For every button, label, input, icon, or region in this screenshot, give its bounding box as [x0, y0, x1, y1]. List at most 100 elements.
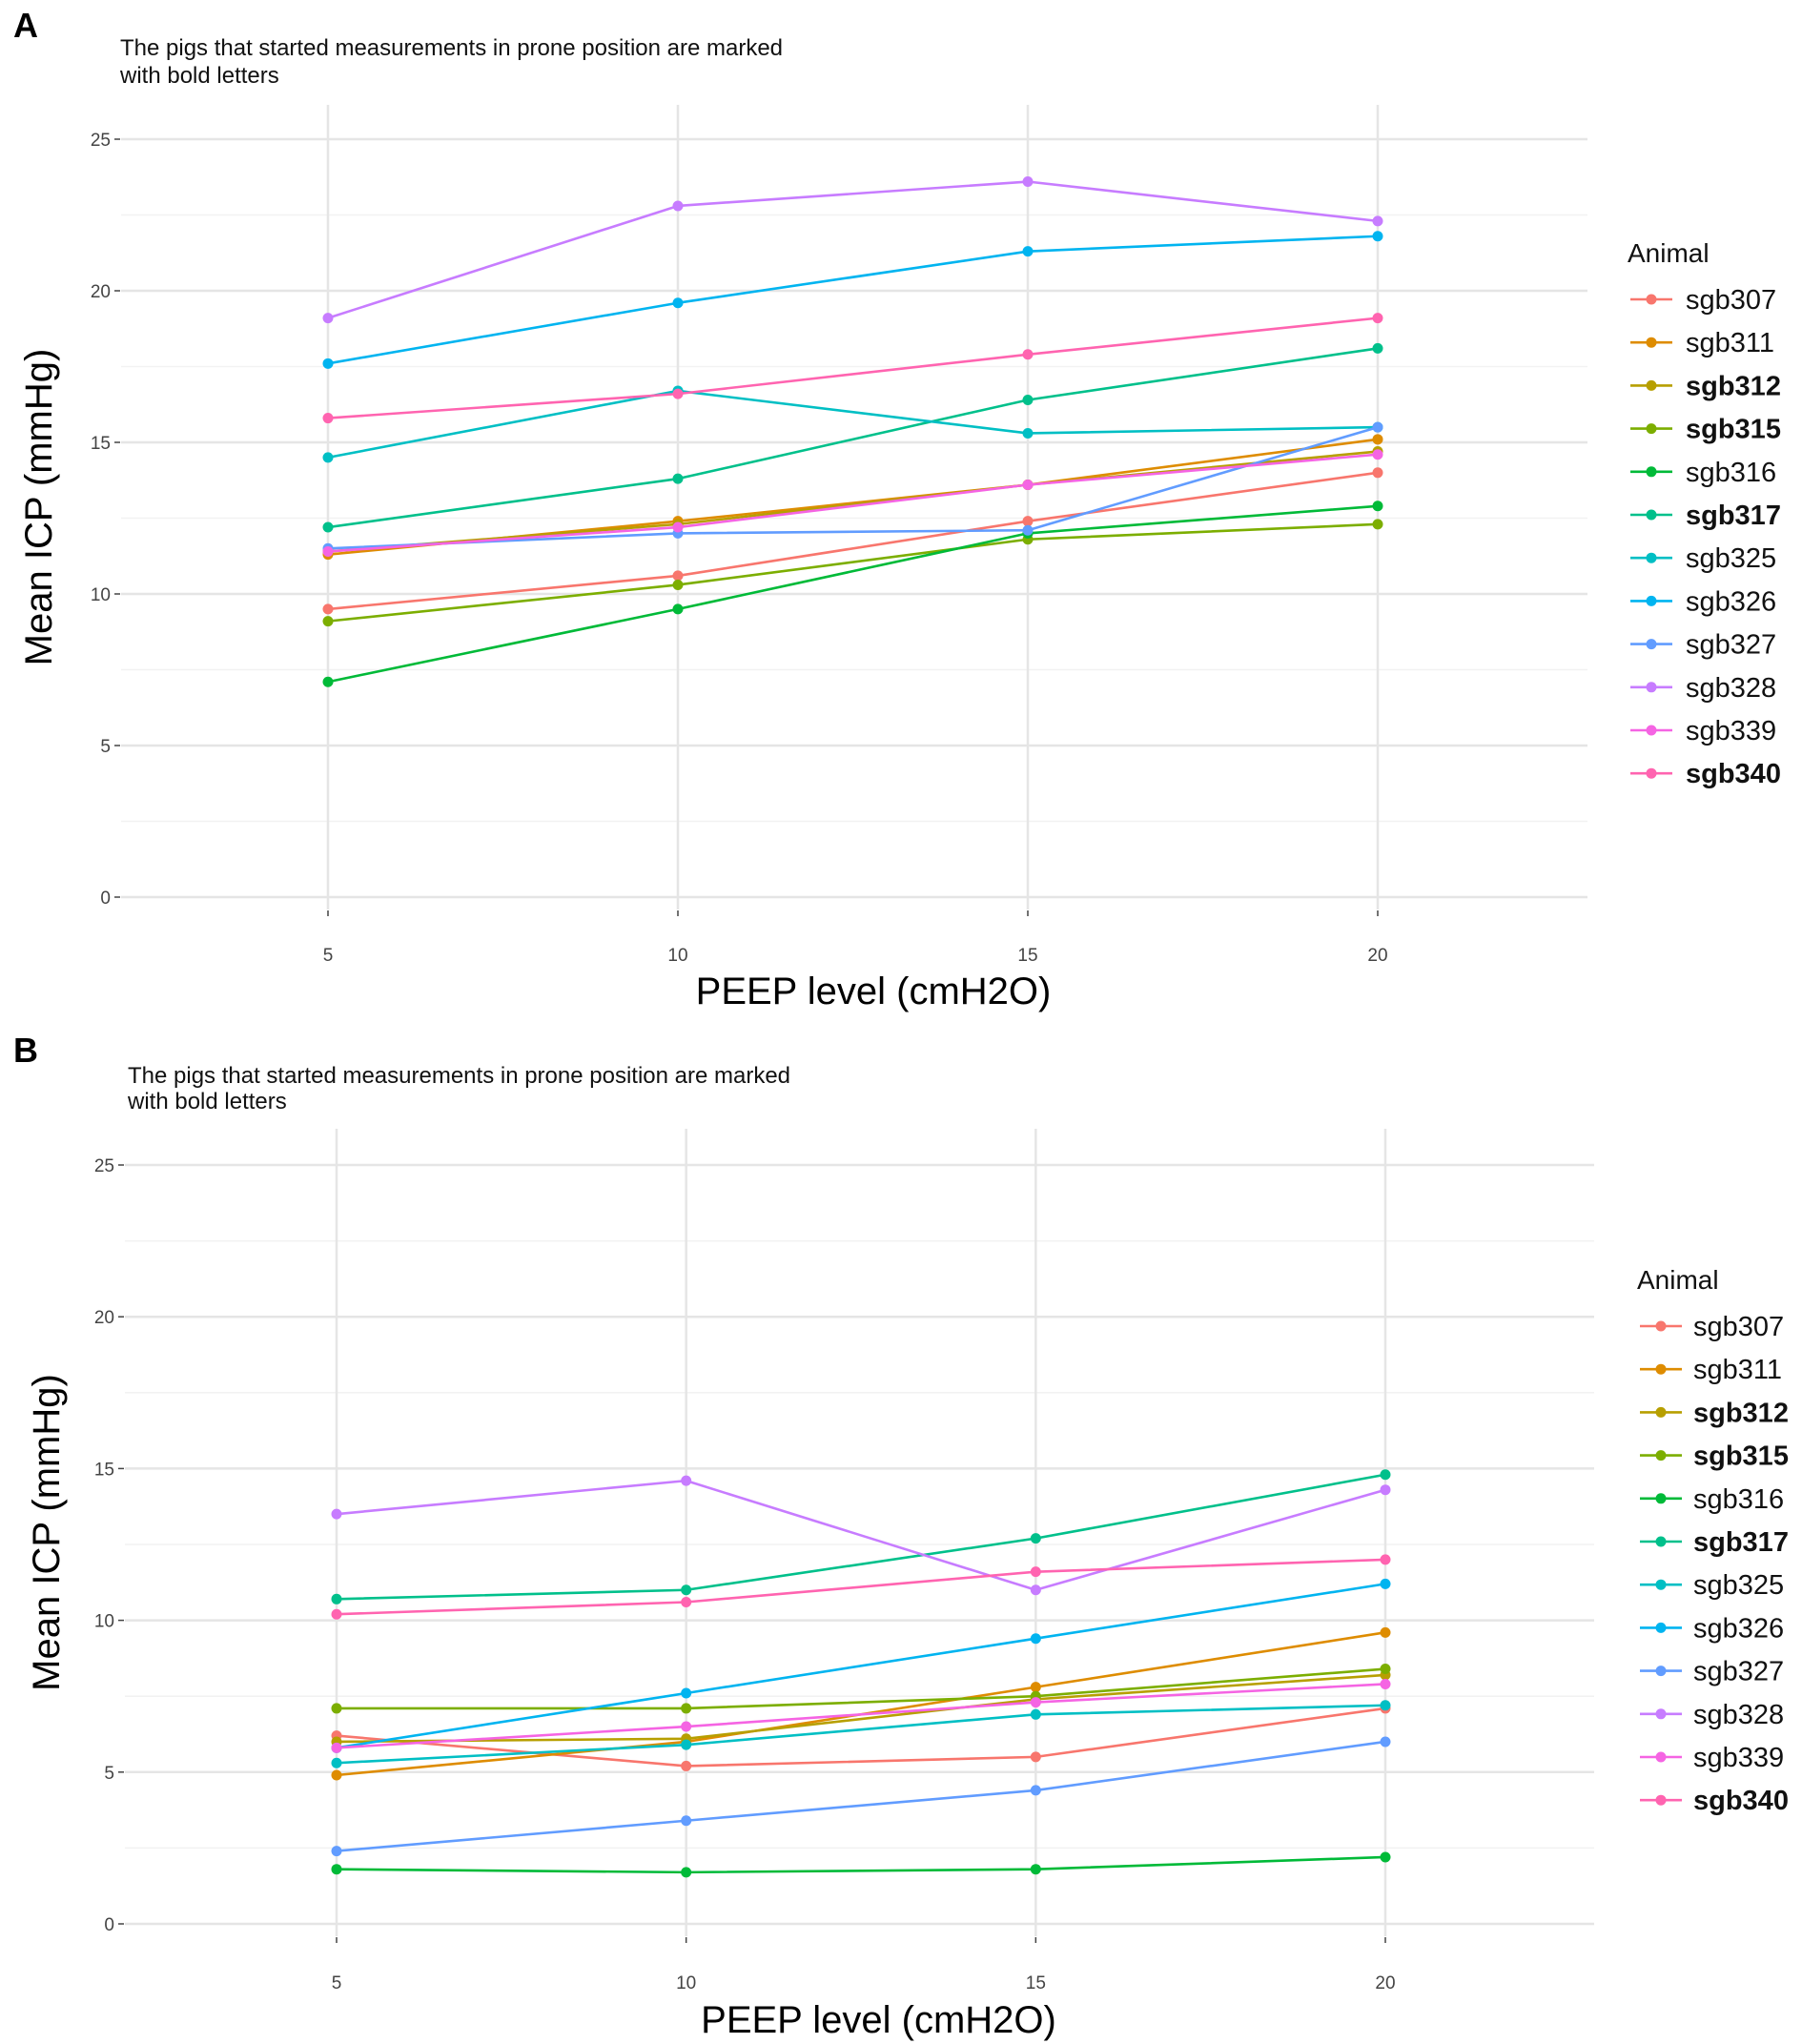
legend-item-sgb315: sgb315: [1630, 415, 1781, 445]
legend-label: sgb339: [1686, 716, 1776, 746]
legend-key-point: [1655, 1493, 1667, 1504]
data-point-sgb340: [1372, 313, 1383, 324]
series-sgb316: [331, 1851, 1391, 1878]
legend-key-point: [1655, 1320, 1667, 1332]
legend-key-point: [1655, 1666, 1667, 1677]
legend-key-point: [1655, 1536, 1667, 1547]
legend-item-sgb326: sgb326: [1630, 586, 1776, 617]
legend-item-sgb339: sgb339: [1640, 1743, 1784, 1773]
data-point-sgb339: [672, 521, 684, 533]
data-point-sgb307: [1372, 467, 1383, 479]
data-point-sgb315: [1380, 1664, 1391, 1675]
x-axis: 5 10 15 20: [332, 1937, 1396, 1993]
legend-key-point: [1646, 423, 1657, 435]
legend-label: sgb328: [1693, 1700, 1784, 1730]
series-line-sgb328: [336, 1479, 1386, 1592]
data-point-sgb307: [1022, 516, 1034, 527]
series-line-sgb339: [327, 453, 1379, 553]
legend-key-point: [1655, 1450, 1667, 1461]
series-line-sgb325: [327, 389, 1379, 460]
data-point-sgb311: [331, 1769, 342, 1781]
legend-key-point: [1646, 509, 1657, 521]
legend-label: sgb326: [1686, 586, 1776, 617]
series-line-sgb307: [327, 471, 1379, 611]
data-point-sgb317: [1022, 394, 1034, 405]
data-point-sgb326: [1372, 231, 1383, 242]
data-point-sgb326: [322, 358, 334, 369]
grid: [125, 1129, 1594, 1936]
legend-key-point: [1646, 725, 1657, 736]
x-tick-label: 10: [676, 1973, 696, 1993]
data-point-sgb316: [672, 603, 684, 615]
data-point-sgb325: [1380, 1700, 1391, 1711]
legend-label: sgb325: [1693, 1570, 1784, 1601]
series-line-sgb340: [336, 1558, 1386, 1616]
data-point-sgb325: [322, 452, 334, 463]
legend-item-sgb315: sgb315: [1640, 1441, 1789, 1472]
legend-label: sgb326: [1693, 1613, 1784, 1644]
data-point-sgb316: [1030, 1864, 1041, 1875]
legend-item-sgb327: sgb327: [1630, 630, 1776, 661]
legend-label: sgb307: [1686, 285, 1776, 316]
legend-key-point: [1646, 552, 1657, 563]
series-line-sgb328: [327, 180, 1379, 319]
series-line-sgb315: [327, 522, 1379, 623]
series-sgb307: [331, 1703, 1391, 1771]
legend-item-sgb312: sgb312: [1630, 371, 1781, 401]
y-axis-title: Mean ICP (mmHg): [26, 1374, 68, 1691]
series-sgb327: [331, 1736, 1391, 1857]
series-line-sgb316: [327, 504, 1379, 684]
y-tick-label: 5: [100, 737, 111, 757]
x-tick-label: 20: [1367, 946, 1387, 966]
series-line-sgb340: [327, 317, 1379, 419]
data-point-sgb328: [672, 200, 684, 212]
chart-subtitle-line-2: with bold letters: [119, 63, 279, 89]
series-line-sgb326: [336, 1583, 1386, 1749]
data-point-sgb315: [322, 616, 334, 627]
y-tick-label: 20: [91, 282, 111, 302]
series-group: [331, 1469, 1391, 1878]
y-tick-label: 15: [94, 1460, 114, 1480]
data-point-sgb339: [1372, 449, 1383, 460]
data-point-sgb316: [681, 1867, 692, 1878]
legend-key-point: [1646, 595, 1657, 606]
y-tick-label: 5: [104, 1764, 114, 1784]
chart-subtitle-line-1: The pigs that started measurements in pr…: [120, 35, 783, 61]
legend-label: sgb340: [1693, 1786, 1789, 1816]
series-sgb340: [331, 1554, 1391, 1620]
data-point-sgb326: [1022, 246, 1034, 257]
legend-key-point: [1646, 682, 1657, 693]
legend-item-sgb317: sgb317: [1640, 1527, 1789, 1558]
data-point-sgb316: [1380, 1851, 1391, 1863]
x-tick-label: 15: [1017, 946, 1037, 966]
legend-label: sgb312: [1693, 1398, 1789, 1428]
data-point-sgb325: [1030, 1708, 1041, 1720]
data-point-sgb328: [1380, 1484, 1391, 1496]
legend-item-sgb328: sgb328: [1630, 673, 1776, 704]
data-point-sgb328: [1030, 1584, 1041, 1596]
data-point-sgb339: [322, 545, 334, 557]
series-line-sgb311: [327, 438, 1379, 556]
series-sgb315: [322, 519, 1383, 627]
legend-item-sgb316: sgb316: [1630, 458, 1776, 488]
legend-item-sgb325: sgb325: [1630, 543, 1776, 574]
series-sgb328: [322, 176, 1383, 324]
legend-item-sgb307: sgb307: [1640, 1312, 1784, 1342]
data-point-sgb315: [681, 1703, 692, 1714]
y-tick-label: 15: [91, 434, 111, 454]
legend-item-sgb327: sgb327: [1640, 1657, 1784, 1687]
data-point-sgb328: [1372, 215, 1383, 227]
legend-label: sgb340: [1686, 759, 1781, 789]
series-sgb339: [322, 449, 1383, 557]
data-point-sgb317: [1030, 1533, 1041, 1544]
data-point-sgb317: [1380, 1469, 1391, 1481]
data-point-sgb325: [1022, 427, 1034, 439]
series-sgb317: [322, 342, 1383, 533]
data-point-sgb307: [672, 570, 684, 582]
y-axis-title: Mean ICP (mmHg): [18, 349, 60, 666]
legend-title: Animal: [1637, 1265, 1719, 1295]
series-line-sgb315: [337, 1667, 1386, 1710]
data-point-sgb316: [331, 1864, 342, 1875]
legend-item-sgb307: sgb307: [1630, 285, 1776, 316]
data-point-sgb307: [1030, 1751, 1041, 1763]
